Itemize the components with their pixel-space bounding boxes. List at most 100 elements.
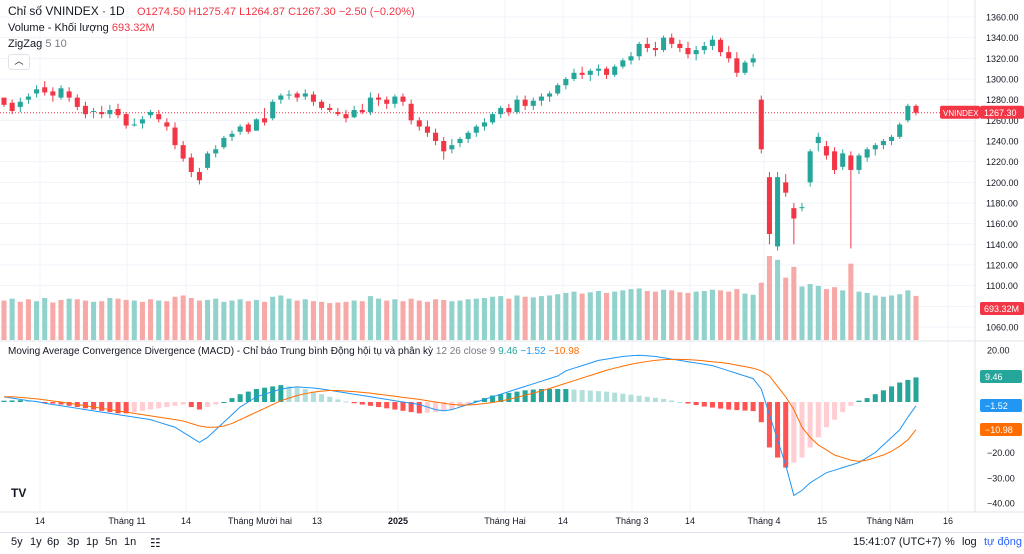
volume-legend[interactable]: Volume - Khối lượng 693.32M xyxy=(8,21,155,35)
volume-bar xyxy=(34,301,40,340)
macd-legend[interactable]: Moving Average Convergence Divergence (M… xyxy=(8,345,579,359)
macd-histogram-bar xyxy=(661,398,667,402)
timeframe-1y[interactable]: 1y xyxy=(30,536,42,548)
macd-histogram-bar xyxy=(416,402,422,414)
percent-toggle[interactable]: % xyxy=(945,536,955,548)
candle-body xyxy=(376,97,382,100)
symbol-title[interactable]: Chỉ số VNINDEX · 1D xyxy=(8,4,125,18)
ohlc-change: −2.50 (−0.20%) xyxy=(338,6,415,18)
log-toggle[interactable]: log xyxy=(962,536,977,548)
macd-histogram-bar xyxy=(9,400,15,402)
candle-body xyxy=(530,100,536,106)
volume-bar xyxy=(628,289,634,340)
timeframe-3m[interactable]: 3p xyxy=(67,536,80,548)
time-tick-label: Tháng Mười hai xyxy=(228,516,292,526)
volume-bar xyxy=(392,299,398,340)
candle-body xyxy=(123,114,129,126)
volume-bar xyxy=(416,300,422,340)
macd-histogram-bar xyxy=(164,402,170,408)
timeframe-6m[interactable]: 6p xyxy=(47,536,60,548)
time-tick-label: Tháng 3 xyxy=(615,516,648,526)
candle-body xyxy=(82,105,88,115)
zigzag-params: 5 10 xyxy=(45,38,67,50)
collapse-legend-button[interactable]: ︿ xyxy=(8,54,30,70)
price-tick-label: 1200.00 xyxy=(986,178,1019,188)
volume-bar xyxy=(343,301,349,340)
candle-body xyxy=(481,122,487,127)
auto-scale-toggle[interactable]: tự động xyxy=(984,536,1022,548)
chart-legend-main: Chỉ số VNINDEX · 1D O1274.50 H1275.47 L1… xyxy=(8,4,415,19)
volume-bar xyxy=(897,294,903,340)
volume-bar xyxy=(848,263,854,340)
timeframe-5d[interactable]: 5n xyxy=(105,536,118,548)
candle-body xyxy=(131,124,137,126)
candle-body xyxy=(522,99,528,106)
macd-histogram-bar xyxy=(669,400,675,402)
macd-histogram-bar xyxy=(864,398,870,402)
volume-bar xyxy=(563,292,569,340)
volume-bar xyxy=(359,301,365,340)
volume-bar xyxy=(237,299,243,340)
clock-time[interactable]: 15:41:07 (UTC+7) xyxy=(853,536,942,548)
candle-body xyxy=(164,122,170,127)
volume-bar xyxy=(595,291,601,340)
volume-bar xyxy=(652,291,658,340)
timeframe-1d[interactable]: 1n xyxy=(124,536,137,548)
candle-body xyxy=(319,101,325,108)
candle-body xyxy=(17,101,23,107)
volume-bar xyxy=(612,291,618,340)
candle-body xyxy=(229,133,235,137)
last-price-symbol: VNINDEX xyxy=(943,109,979,118)
volume-bar xyxy=(123,299,129,340)
macd-histogram-bar xyxy=(25,400,31,402)
macd-histogram-bar xyxy=(685,402,691,404)
candle-body xyxy=(701,45,707,51)
volume-bar xyxy=(172,296,178,340)
macd-label: Moving Average Convergence Divergence (M… xyxy=(8,346,434,357)
candle-body xyxy=(734,58,740,73)
candle-body xyxy=(669,37,675,44)
candle-body xyxy=(156,114,162,120)
candle-body xyxy=(547,93,553,97)
candle-body xyxy=(661,37,667,51)
macd-histogram-bar xyxy=(823,402,829,428)
volume-bar xyxy=(164,301,170,340)
macd-histogram-bar xyxy=(148,402,154,410)
volume-bar xyxy=(335,302,341,340)
macd-histogram-bar xyxy=(392,402,398,410)
macd-histogram-bar xyxy=(449,402,455,410)
volume-bar xyxy=(644,291,650,340)
volume-bar xyxy=(685,292,691,340)
macd-histogram-bar xyxy=(595,391,601,402)
last-price-value: 1267.30 xyxy=(984,108,1017,118)
candle-body xyxy=(742,62,748,73)
volume-bar xyxy=(245,301,251,340)
volume-bar xyxy=(905,290,911,340)
date-range-icon[interactable]: ☷ xyxy=(150,536,161,550)
macd-histogram-bar xyxy=(701,402,707,407)
zigzag-legend[interactable]: ZigZag 5 10 xyxy=(8,37,67,51)
macd-histogram-bar xyxy=(156,402,162,409)
volume-bar xyxy=(278,295,284,340)
macd-signal-value: −10.98 xyxy=(548,346,580,357)
macd-tick-label: −20.00 xyxy=(987,448,1015,458)
candle-body xyxy=(579,72,585,75)
candle-body xyxy=(897,124,903,137)
volume-bar xyxy=(522,296,528,340)
macd-histogram-bar xyxy=(587,390,593,402)
volume-bar xyxy=(1,300,7,340)
volume-bar xyxy=(514,295,520,340)
price-tick-label: 1220.00 xyxy=(986,157,1019,167)
volume-value: 693.32M xyxy=(111,22,155,34)
timeframe-5y[interactable]: 5y xyxy=(11,536,23,548)
price-tick-label: 1320.00 xyxy=(986,54,1019,64)
volume-bar xyxy=(376,298,382,340)
macd-tick-label: −40.00 xyxy=(987,499,1015,509)
macd-histogram-bar xyxy=(758,402,764,423)
candle-body xyxy=(139,119,145,124)
candle-body xyxy=(718,39,724,53)
candle-body xyxy=(677,43,683,48)
timeframe-1m[interactable]: 1p xyxy=(86,536,99,548)
time-tick-label: Tháng Hai xyxy=(484,516,526,526)
